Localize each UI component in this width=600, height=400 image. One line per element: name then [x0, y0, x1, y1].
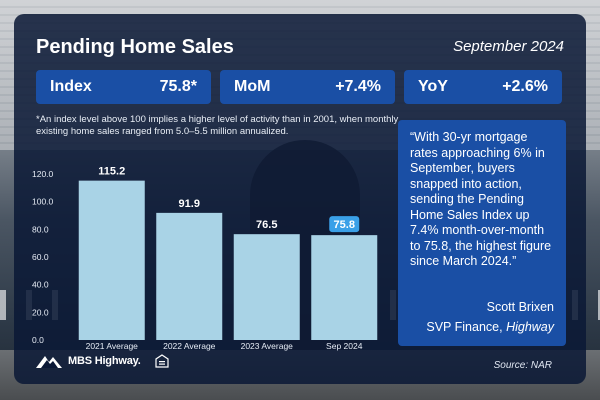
brand-logo: MBS Highway.	[36, 354, 169, 368]
data-label: 115.2	[98, 166, 125, 178]
y-tick-label: 60.0	[32, 252, 49, 262]
highway-logo-icon	[36, 356, 62, 368]
stat-label: Index	[50, 78, 92, 95]
role-title: SVP Finance,	[426, 320, 503, 334]
bar	[311, 235, 378, 340]
quote-text: “With 30-yr mortgage rates approaching 6…	[410, 130, 552, 268]
footnote: *An index level above 100 implies a high…	[36, 114, 399, 137]
y-tick-label: 0.0	[32, 335, 44, 345]
infographic-card: Pending Home Sales September 2024 Index …	[14, 14, 586, 384]
stat-value: +7.4%	[335, 78, 381, 95]
source-note: Source: NAR	[493, 360, 552, 371]
logo-text: MBS Highway.	[68, 355, 141, 367]
y-tick-label: 100.0	[32, 197, 54, 207]
quote-role: SVP Finance, Highway	[426, 320, 554, 334]
quote-author: Scott Brixen	[486, 300, 554, 314]
index-stat: Index 75.8*	[36, 70, 211, 104]
quote-box: “With 30-yr mortgage rates approaching 6…	[398, 120, 566, 346]
highlight-badge	[329, 216, 360, 233]
x-tick-label: Sep 2024	[326, 341, 363, 351]
y-tick-label: 120.0	[32, 169, 54, 179]
yoy-stat: YoY +2.6%	[404, 70, 562, 104]
bar	[78, 180, 145, 340]
bar-chart: 0.0 20.0 40.0 60.0 80.0 100.0 120.0 115.2 2021 A…	[32, 166, 378, 351]
stat-value: 75.8*	[159, 78, 197, 95]
mom-stat: MoM +7.4%	[220, 70, 395, 104]
bar	[156, 212, 223, 340]
x-tick-label: 2022 Average	[163, 341, 216, 351]
stat-label: YoY	[418, 78, 448, 95]
x-tick-label: 2023 Average	[241, 341, 294, 351]
y-tick-label: 20.0	[32, 307, 49, 317]
stat-label: MoM	[234, 78, 271, 95]
data-label: 91.9	[179, 198, 200, 210]
stat-value: +2.6%	[502, 78, 548, 95]
bar	[233, 234, 300, 340]
data-label: 76.5	[256, 219, 277, 231]
equal-housing-icon	[154, 354, 169, 368]
y-tick-label: 40.0	[32, 280, 49, 290]
report-date: September 2024	[453, 38, 564, 55]
x-tick-label: 2021 Average	[86, 341, 139, 351]
data-label: 75.8	[334, 219, 355, 231]
y-tick-label: 80.0	[32, 224, 49, 234]
company-name: Highway	[506, 320, 554, 334]
page-title: Pending Home Sales	[36, 36, 234, 58]
